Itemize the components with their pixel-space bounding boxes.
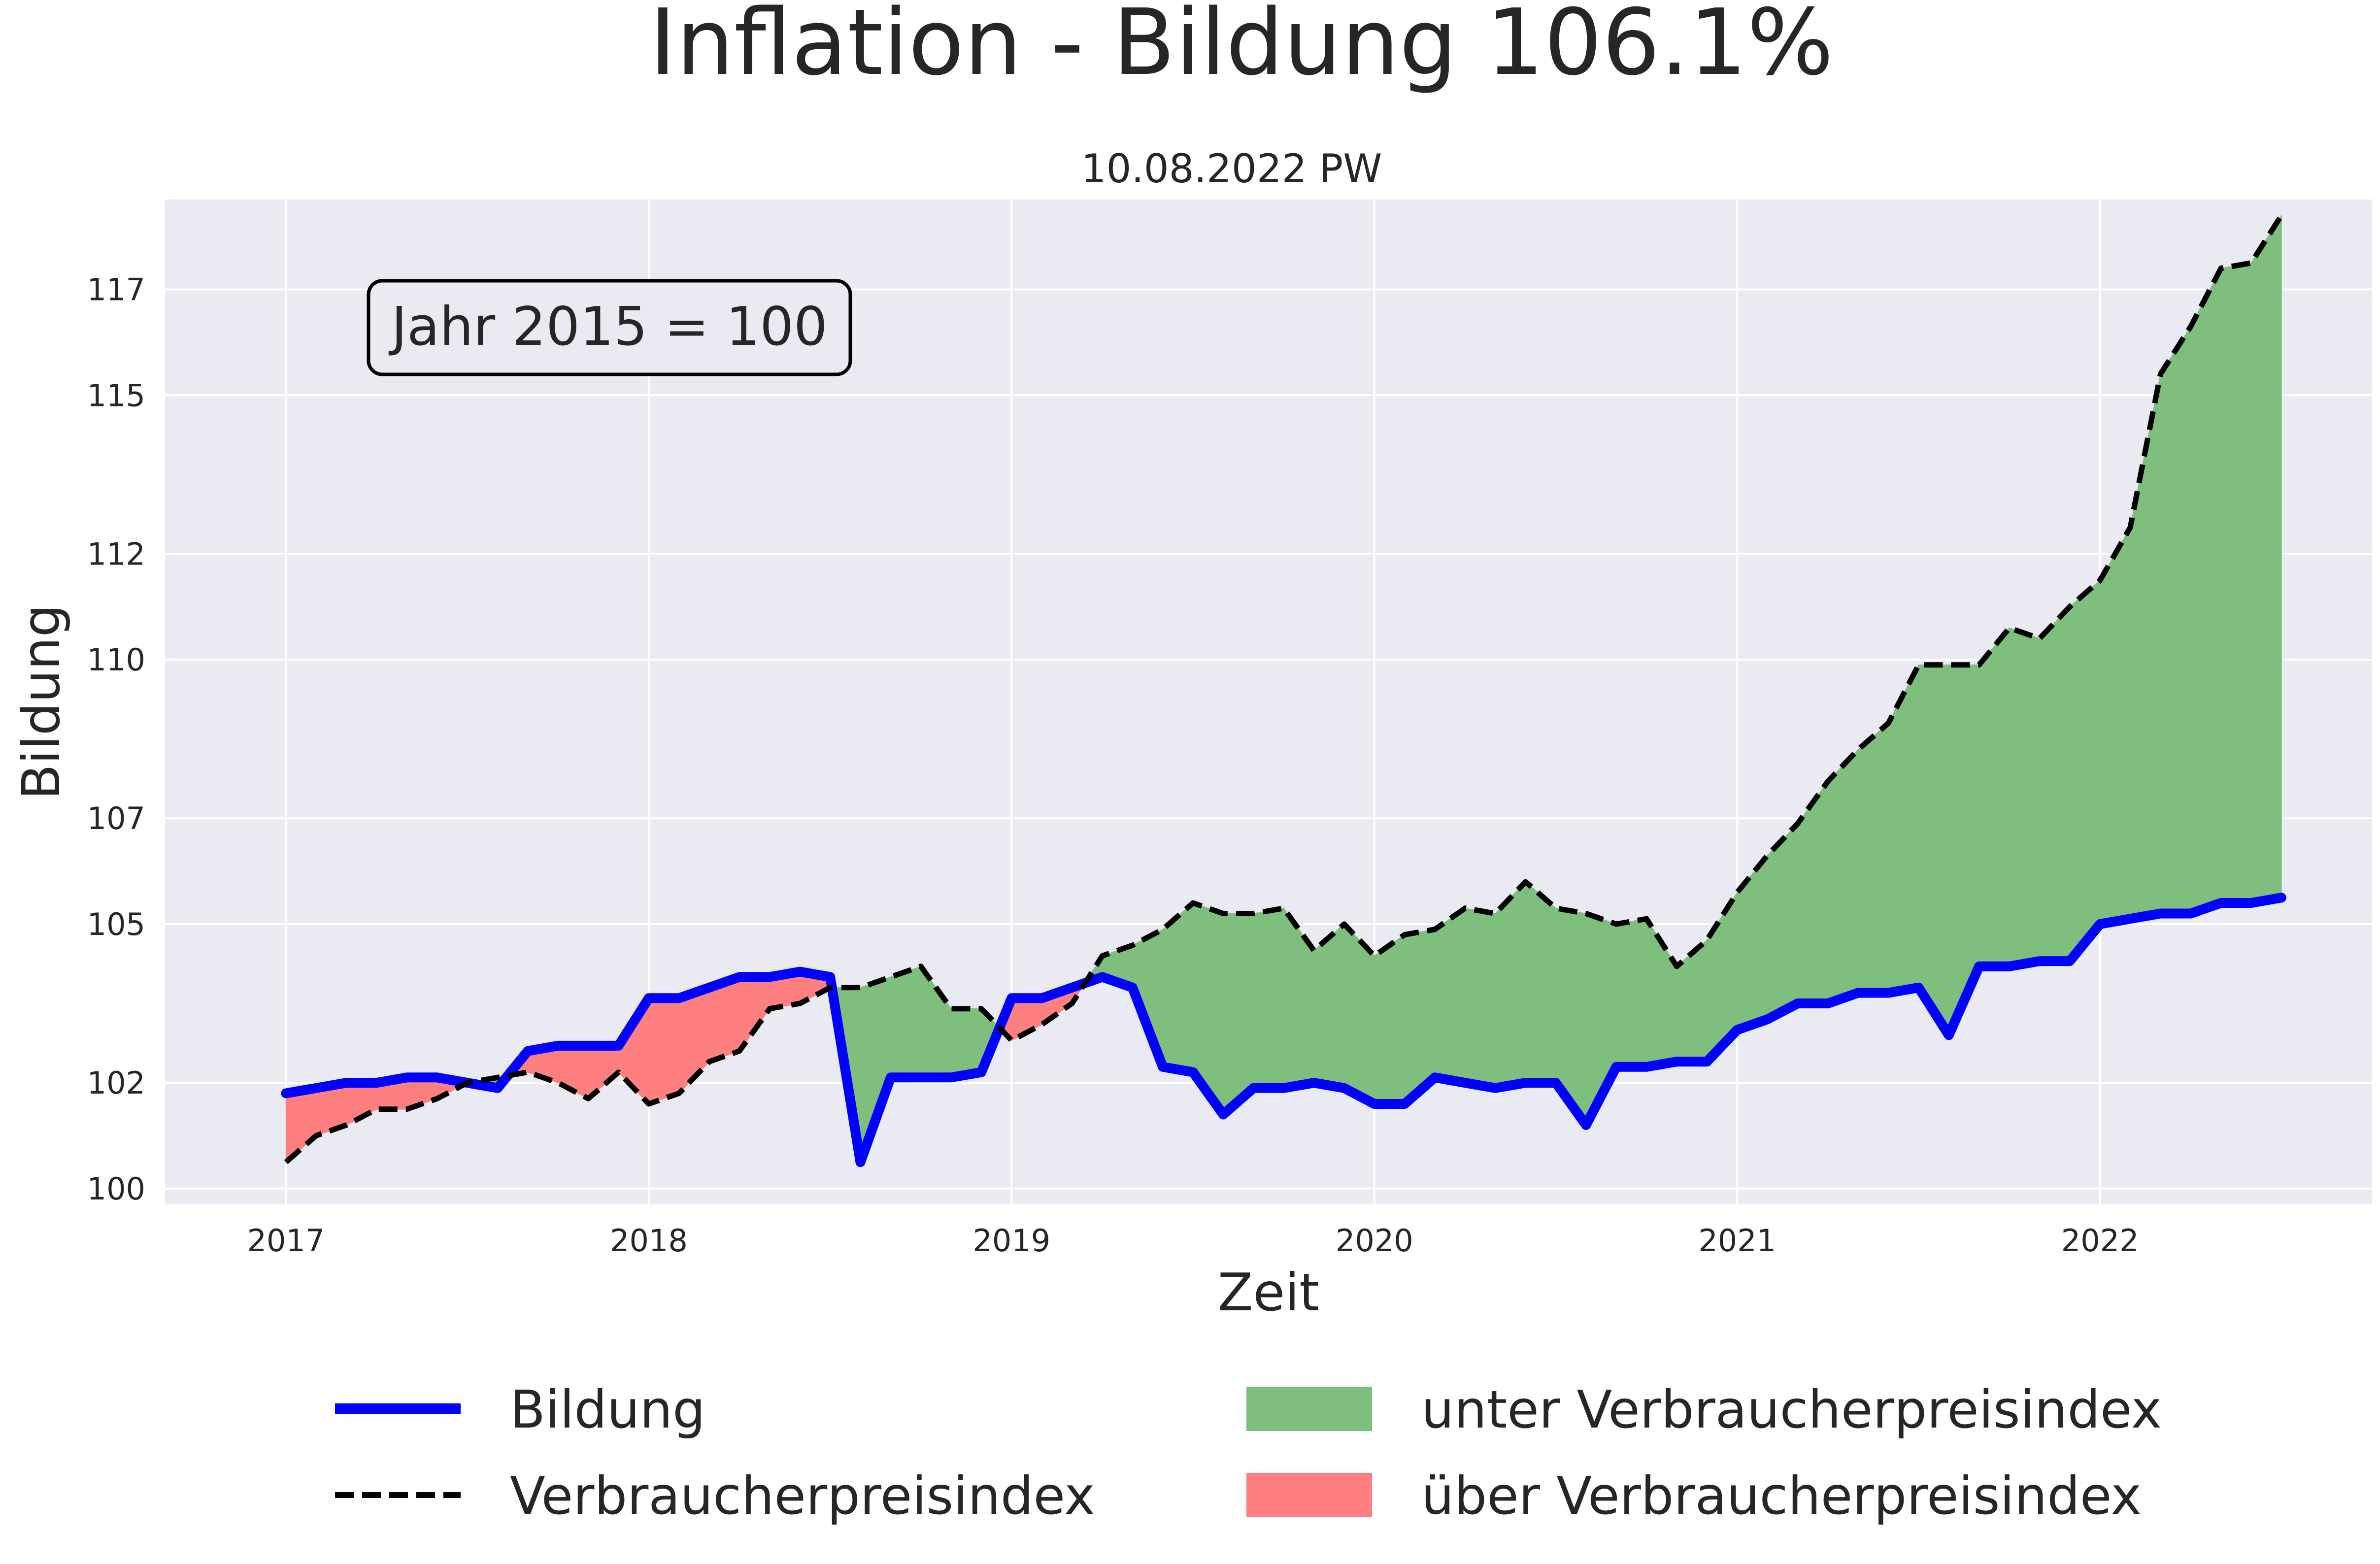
fill-segment-below (2009, 627, 2040, 967)
chart-title: Inflation - Bildung 106.1% (649, 0, 1834, 96)
annotation-text: Jahr 2015 = 100 (388, 296, 827, 358)
fill-segment-below (1827, 748, 1859, 1004)
y-tick-label: 112 (87, 536, 145, 572)
series-line-bildung (281, 893, 2286, 1167)
legend-label: Bildung (510, 1380, 705, 1440)
fill-segment-below (950, 1008, 982, 1078)
legend-label: über Verbraucherpreisindex (1421, 1466, 2142, 1526)
fill-segment-below (1767, 823, 1798, 1020)
chart-subtitle: 10.08.2022 PW (1081, 146, 1382, 192)
y-tick-label: 100 (87, 1171, 145, 1207)
fill-segment-below (1223, 913, 1254, 1116)
x-tick-label: 2019 (972, 1223, 1050, 1259)
fill-segment-below (2220, 262, 2252, 903)
y-tick-label: 115 (87, 377, 145, 413)
fill-segment-below (1857, 722, 1889, 994)
legend-label: unter Verbraucherpreisindex (1421, 1380, 2162, 1440)
fill-segment-below (890, 965, 921, 1078)
fill-segment-below (1253, 907, 1284, 1089)
y-tick-label: 107 (87, 800, 145, 836)
legend-item: über Verbraucherpreisindex (1246, 1466, 2142, 1526)
fill-segment-below (1313, 923, 1345, 1089)
legend-item: Bildung (335, 1380, 705, 1440)
fill-segment-below (1434, 907, 1466, 1083)
x-tick-label: 2020 (1336, 1223, 1413, 1259)
y-tick-label: 110 (87, 642, 145, 678)
legend-label: Verbraucherpreisindex (510, 1466, 1095, 1526)
fill-segment-below (1918, 665, 1949, 1037)
annotation-box: Jahr 2015 = 100 (367, 279, 852, 376)
fill-segment-above (648, 998, 680, 1105)
x-axis-ticks: 2017 2018 2019 2020 2021 2022 (247, 1223, 2139, 1259)
series-lines (281, 214, 2286, 1167)
fill-segment-below (2250, 214, 2282, 903)
fill-segment-below (2069, 579, 2101, 963)
fill-segment-below (1495, 881, 1526, 1089)
fill-segment-below (2099, 526, 2131, 925)
x-tick-label: 2022 (2061, 1223, 2139, 1259)
x-axis-label: Zeit (1218, 1263, 1320, 1323)
legend-swatch-patch (1246, 1387, 1372, 1431)
fill-segment-below (1616, 918, 1647, 1067)
legend: Bildung unter Verbraucherpreisindex Verbra… (335, 1380, 2162, 1526)
y-axis-ticks: 100 102 105 107 110 112 115 117 (87, 272, 145, 1207)
fill-segment-below (2190, 268, 2221, 914)
legend-item: unter Verbraucherpreisindex (1246, 1380, 2162, 1440)
y-tick-label: 105 (87, 906, 145, 942)
y-tick-label: 117 (87, 272, 145, 308)
fill-segment-below (2039, 605, 2071, 962)
x-tick-label: 2018 (610, 1223, 688, 1259)
fill-segment-below (1465, 907, 1496, 1089)
series-line-verbraucherpreisindex (284, 214, 2284, 1165)
legend-swatch-patch (1246, 1473, 1372, 1517)
fill-segment-below (1888, 665, 1919, 994)
fill-segment-below (1374, 933, 1405, 1104)
y-tick-label: 102 (87, 1065, 145, 1101)
y-axis-label: Bildung (11, 604, 71, 800)
fill-segment-below (2160, 325, 2191, 914)
x-tick-label: 2017 (247, 1223, 325, 1259)
legend-item: Verbraucherpreisindex (335, 1466, 1095, 1526)
x-tick-label: 2021 (1698, 1223, 1776, 1259)
fill-segment-below (1978, 627, 2010, 967)
fill-segment-below (1525, 881, 1556, 1083)
